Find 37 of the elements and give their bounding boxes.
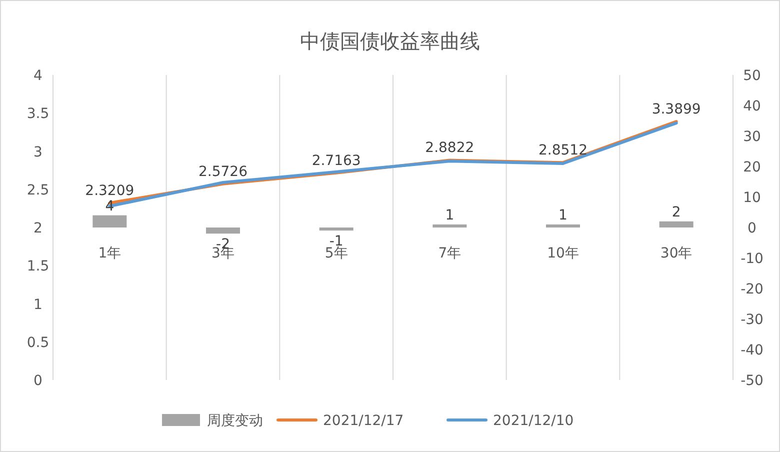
y-tick-label: 2 [34,220,42,236]
y2-tick-label: -30 [740,312,764,328]
data-label: 1 [445,207,454,224]
y2-tick-label: -40 [740,342,764,358]
y2-tick-label: 50 [743,68,761,84]
y2-tick-label: 30 [743,129,761,145]
data-label: 2.8822 [425,140,474,156]
data-label: 1 [558,207,568,224]
y2-tick-label: -10 [740,251,764,267]
x-tick-label: 7年 [438,246,462,262]
y2-tick-label: -20 [740,282,764,298]
y-tick-label: 1 [34,296,42,313]
y-tick-label: 3 [34,144,42,160]
legend-label: 2021/12/10 [493,413,574,429]
data-label: 2.7163 [312,152,361,169]
data-label: 2.8512 [538,142,588,159]
x-tick-label: 30年 [660,246,692,262]
y2-tick-label: 20 [743,160,761,176]
legend-label: 2021/12/17 [323,413,404,429]
legend-label: 周度变动 [207,413,263,429]
y-tick-label: 2.5 [26,182,50,198]
x-tick-label: 1年 [98,246,122,262]
y2-tick-label: -50 [740,373,764,389]
y-tick-label: 3.5 [26,106,50,122]
y2-tick-label: 40 [743,98,761,114]
y-tick-label: 1.5 [26,258,50,275]
chart-title: 中债国债收益率曲线 [300,29,480,53]
data-label: 3.3899 [652,102,701,118]
y-tick-label: 0 [34,373,42,389]
data-label: 2.5726 [198,164,248,180]
y-tick-label: 0.5 [26,334,50,351]
data-label: 2.3209 [85,183,134,200]
x-tick-label: 10年 [547,246,579,262]
y2-tick-label: 10 [743,190,761,206]
y2-tick-label: 0 [748,220,756,236]
y-tick-label: 4 [34,68,43,84]
data-label: 2 [672,204,681,220]
